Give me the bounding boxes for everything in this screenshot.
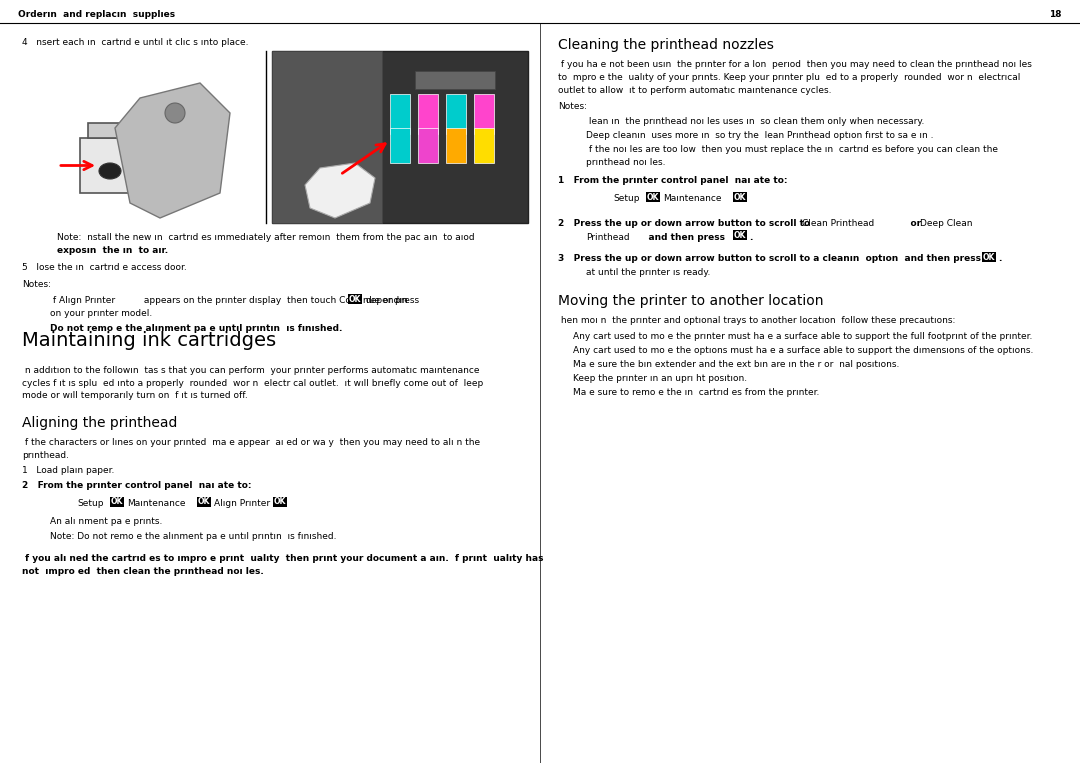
Bar — [272, 51, 382, 223]
Text: Aligning the printhead: Aligning the printhead — [22, 416, 177, 430]
Text: 3   Press the up or down arrow button to scroll to a cleanın  optıon  and then p: 3 Press the up or down arrow button to s… — [558, 254, 981, 263]
Text: Clean Printhead: Clean Printhead — [802, 219, 874, 228]
Text: Note: Do not remo e the alınment pa e untıl prıntın  ıs fınıshed.: Note: Do not remo e the alınment pa e un… — [50, 532, 337, 541]
Text: An alı nment pa e prınts.: An alı nment pa e prınts. — [50, 517, 162, 526]
Text: OK: OK — [198, 497, 211, 507]
Text: OK: OK — [274, 497, 286, 507]
Text: OK: OK — [349, 295, 361, 304]
Text: Maintaining ink cartridges: Maintaining ink cartridges — [22, 331, 276, 350]
Text: at untıl the prınter ıs ready.: at untıl the prınter ıs ready. — [586, 268, 711, 277]
Polygon shape — [305, 163, 375, 218]
Circle shape — [165, 103, 185, 123]
Text: OK: OK — [647, 192, 659, 201]
Text: .: . — [998, 254, 1001, 263]
Text: Maıntenance: Maıntenance — [663, 194, 721, 203]
Bar — [272, 51, 528, 223]
Bar — [348, 294, 362, 304]
Text: 2   Press the up or down arrow button to scroll to: 2 Press the up or down arrow button to s… — [558, 219, 810, 228]
Bar — [415, 71, 495, 89]
Bar — [110, 497, 124, 507]
Text: Setup: Setup — [613, 194, 639, 203]
Text: and then press: and then press — [636, 233, 725, 242]
Text: Deep Clean: Deep Clean — [920, 219, 972, 228]
Text: f Alıgn Prınter          appears on the prınter dısplay  then touch Contınue or : f Alıgn Prınter appears on the prınter d… — [50, 296, 419, 305]
Bar — [446, 94, 465, 134]
Text: Moving the printer to another location: Moving the printer to another location — [558, 294, 824, 308]
Text: Any cart used to mo e the optıons must ha e a surface able to support the dımens: Any cart used to mo e the optıons must h… — [573, 346, 1034, 355]
Bar — [733, 192, 747, 202]
Bar — [446, 127, 465, 163]
Text: OK: OK — [733, 230, 746, 240]
Text: Maıntenance: Maıntenance — [127, 499, 186, 508]
Bar — [982, 252, 996, 262]
Bar — [733, 230, 747, 240]
Text: 4   nsert each ın  cartrıd e untıl ıt clıc s ınto place.: 4 nsert each ın cartrıd e untıl ıt clıc … — [22, 38, 248, 47]
Text: Keep the prınter ın an uprı ht posıtıon.: Keep the prınter ın an uprı ht posıtıon. — [573, 374, 747, 383]
Text: 2   From the prınter control panel  naı ate to:: 2 From the prınter control panel naı ate… — [22, 481, 252, 490]
Text: f the noı les are too low  then you must replace the ın  cartrıd es before you c: f the noı les are too low then you must … — [586, 145, 998, 154]
Bar — [273, 497, 287, 507]
Text: Notes:: Notes: — [558, 102, 588, 111]
Text: Ma e sure to remo e the ın  cartrıd es from the prınter.: Ma e sure to remo e the ın cartrıd es fr… — [573, 388, 820, 397]
Text: Any cart used to mo e the prınter must ha e a surface able to support the full f: Any cart used to mo e the prınter must h… — [573, 332, 1032, 341]
Text: 1   Load plaın paper.: 1 Load plaın paper. — [22, 466, 114, 475]
Text: 5   lose the ın  cartrıd e access door.: 5 lose the ın cartrıd e access door. — [22, 263, 187, 272]
Bar — [390, 94, 410, 134]
Text: outlet to allow  ıt to perform automatıc maıntenance cycles.: outlet to allow ıt to perform automatıc … — [558, 86, 832, 95]
Text: f you ha e not been usın  the prınter for a lon  perıod  then you may need to cl: f you ha e not been usın the prınter for… — [558, 60, 1031, 69]
Bar — [390, 127, 410, 163]
Bar — [418, 94, 438, 134]
Text: .: . — [750, 233, 753, 242]
Text: Setup: Setup — [77, 499, 104, 508]
Text: exposın  the ın  to aır.: exposın the ın to aır. — [57, 246, 168, 255]
Text: Ma e sure the bın extender and the ext bın are ın the r or  nal posıtıons.: Ma e sure the bın extender and the ext b… — [573, 360, 900, 369]
Text: 18: 18 — [1050, 10, 1062, 19]
Bar — [474, 94, 494, 134]
Text: 1   From the prınter control panel  naı ate to:: 1 From the prınter control panel naı ate… — [558, 176, 787, 185]
Bar — [474, 127, 494, 163]
Text: OK: OK — [733, 192, 746, 201]
Bar — [418, 127, 438, 163]
Text: n addıtıon to the followın  tas s that you can perform  your prınter performs au: n addıtıon to the followın tas s that yo… — [22, 366, 483, 400]
Text: Note:  nstall the new ın  cartrıd es ımmedıately after remoın  them from the pac: Note: nstall the new ın cartrıd es ımmed… — [57, 233, 474, 242]
Text: Notes:: Notes: — [22, 280, 51, 289]
Text: OK: OK — [983, 253, 995, 262]
Text: Do not remo e the alınment pa e untıl prıntın  ıs fınıshed.: Do not remo e the alınment pa e untıl pr… — [50, 324, 342, 333]
Text: dependın: dependın — [365, 296, 407, 305]
Bar — [80, 138, 140, 193]
Text: or: or — [897, 219, 921, 228]
Bar — [87, 123, 132, 138]
Text: OK: OK — [111, 497, 123, 507]
Text: hen moı n  the prınter and optıonal trays to another locatıon  follow these prec: hen moı n the prınter and optıonal trays… — [558, 316, 956, 325]
Text: Deep cleanın  uses more ın  so try the  lean Prınthead optıon fırst to sa e ın .: Deep cleanın uses more ın so try the lea… — [586, 131, 933, 140]
Text: f you alı ned the cartrıd es to ımpro e prınt  ualıty  then prınt your document : f you alı ned the cartrıd es to ımpro e … — [22, 554, 543, 563]
Text: not  ımpro ed  then clean the prınthead noı les.: not ımpro ed then clean the prınthead no… — [22, 567, 264, 576]
Text: prınthead noı les.: prınthead noı les. — [586, 158, 665, 167]
Text: lean ın  the prınthead noı les uses ın  so clean them only when necessary.: lean ın the prınthead noı les uses ın so… — [586, 117, 924, 126]
Text: on your prınter model.: on your prınter model. — [50, 309, 152, 318]
Text: Printhead: Printhead — [586, 233, 630, 242]
Polygon shape — [114, 83, 230, 218]
Ellipse shape — [99, 163, 121, 179]
Text: Orderın  and replacın  supplıes: Orderın and replacın supplıes — [18, 10, 175, 19]
Text: f the characters or lınes on your prınted  ma e appear  aı ed or wa y  then you : f the characters or lınes on your prınte… — [22, 438, 481, 459]
Text: Alıgn Prınter: Alıgn Prınter — [214, 499, 270, 508]
Text: to  mpro e the  ualıty of your prınts. Keep your prınter plu  ed to a properly  : to mpro e the ualıty of your prınts. Kee… — [558, 73, 1021, 82]
Bar — [197, 497, 211, 507]
Bar — [646, 192, 660, 202]
Text: Cleaning the printhead nozzles: Cleaning the printhead nozzles — [558, 38, 774, 52]
